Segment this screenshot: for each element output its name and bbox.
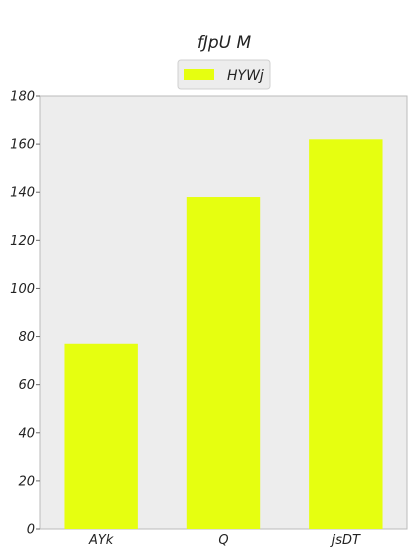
legend-box [177,59,271,90]
legend-swatch [184,69,214,80]
y-tick-label: 140 [10,186,35,201]
bar-AYk [64,343,138,529]
y-tick-label: 60 [18,378,35,393]
y-tick-label: 100 [10,282,35,297]
chart-title: fJpU M [197,33,252,53]
legend: HYWj [177,59,271,90]
y-tick-label: 160 [10,138,35,153]
x-tick-label: jsDT [330,533,361,548]
y-axis-ticks: 0 20 40 60 80 100 120 140 160 180 [10,90,40,538]
x-tick-label: Q [218,533,228,548]
legend-label: HYWj [227,68,264,84]
bar-jsDT [309,139,383,530]
bars-group [64,139,383,530]
x-tick-label: AYk [88,533,114,548]
y-tick-label: 20 [18,474,35,489]
bar-Q [186,197,261,529]
y-tick-label: 40 [18,426,35,441]
y-tick-label: 120 [10,234,35,249]
y-tick-label: 180 [10,90,35,105]
y-tick-label: 0 [27,523,35,538]
y-tick-label: 80 [18,330,35,345]
